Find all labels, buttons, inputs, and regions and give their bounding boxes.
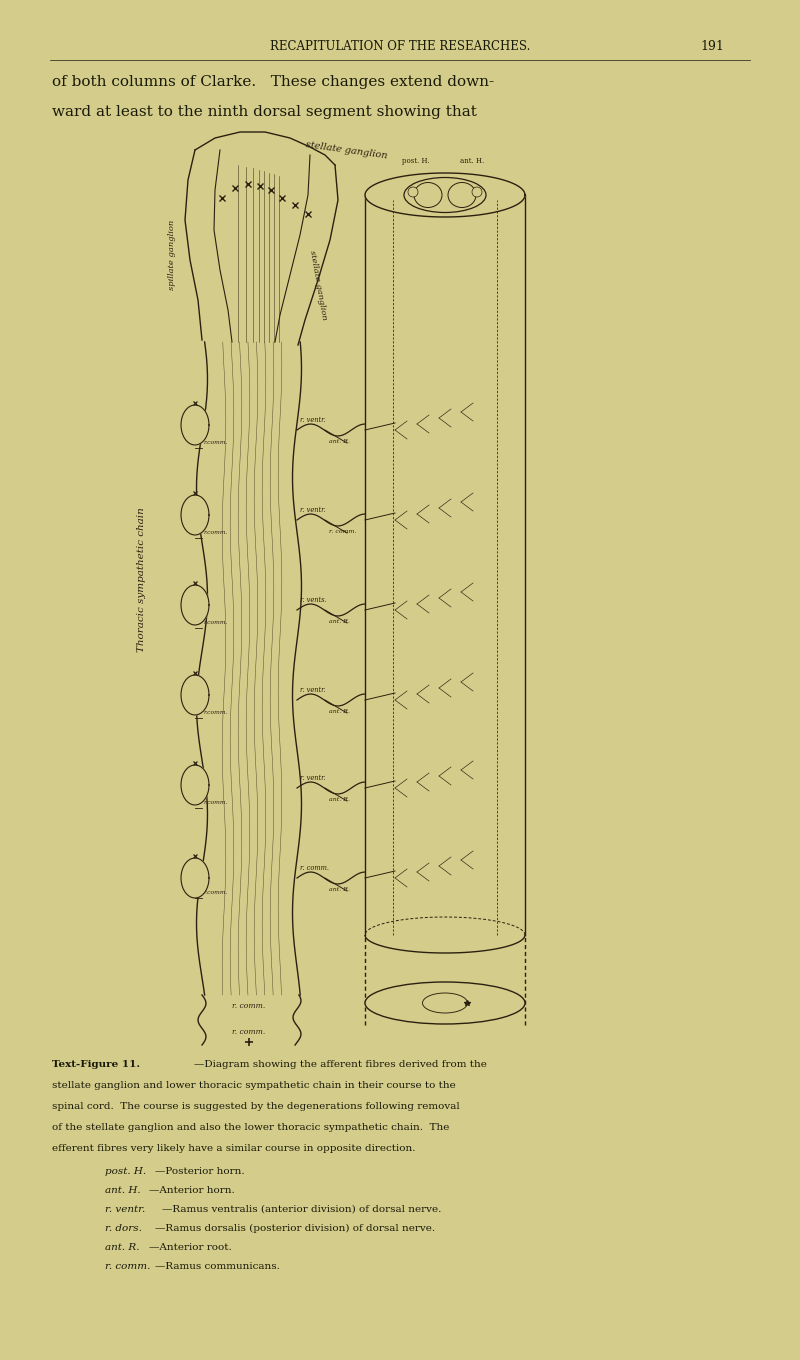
Text: RECAPITULATION OF THE RESEARCHES.: RECAPITULATION OF THE RESEARCHES.: [270, 39, 530, 53]
Ellipse shape: [422, 993, 467, 1013]
Polygon shape: [181, 858, 209, 898]
Text: —Ramus dorsalis (posterior division) of dorsal nerve.: —Ramus dorsalis (posterior division) of …: [155, 1224, 435, 1234]
Ellipse shape: [414, 182, 442, 208]
Text: —Posterior horn.: —Posterior horn.: [155, 1167, 245, 1176]
Polygon shape: [181, 675, 209, 715]
Text: r. comm.: r. comm.: [105, 1262, 150, 1272]
Text: ward at least to the ninth dorsal segment showing that: ward at least to the ninth dorsal segmen…: [52, 105, 477, 120]
Text: ant. R.: ant. R.: [329, 709, 350, 714]
Text: r. ventr.: r. ventr.: [300, 506, 326, 514]
Text: of both columns of Clarke.   These changes extend down-: of both columns of Clarke. These changes…: [52, 75, 494, 88]
Text: stellate ganglion: stellate ganglion: [308, 249, 328, 321]
Text: ant. H.: ant. H.: [105, 1186, 141, 1195]
Text: —Ramus ventralis (anterior division) of dorsal nerve.: —Ramus ventralis (anterior division) of …: [162, 1205, 441, 1214]
Text: ant. R.: ant. R.: [105, 1243, 139, 1253]
Text: ant. R.: ant. R.: [329, 439, 350, 443]
Polygon shape: [181, 495, 209, 534]
Text: r.comm.: r.comm.: [204, 620, 229, 626]
Text: r.comm.: r.comm.: [204, 710, 229, 715]
Text: r. comm.: r. comm.: [232, 1002, 266, 1010]
Ellipse shape: [404, 178, 486, 212]
Text: ant. R.: ant. R.: [329, 887, 350, 892]
Text: r. comm.: r. comm.: [329, 529, 356, 534]
Text: r. vents.: r. vents.: [300, 596, 326, 604]
Text: r.comm.: r.comm.: [204, 889, 229, 895]
Text: ant. R.: ant. R.: [329, 619, 350, 624]
Text: spillate ganglion: spillate ganglion: [168, 220, 176, 290]
Text: post. H.: post. H.: [105, 1167, 146, 1176]
Text: stellate ganglion: stellate ganglion: [305, 140, 388, 160]
Text: r. dors.: r. dors.: [105, 1224, 142, 1234]
Polygon shape: [181, 585, 209, 626]
Text: r. comm.: r. comm.: [232, 1028, 266, 1036]
Text: stellate ganglion and lower thoracic sympathetic chain in their course to the: stellate ganglion and lower thoracic sym…: [52, 1081, 456, 1089]
Text: ant. H.: ant. H.: [460, 156, 484, 165]
Text: r. ventr.: r. ventr.: [300, 416, 326, 424]
Text: r.comm.: r.comm.: [204, 800, 229, 805]
Text: r. ventr.: r. ventr.: [300, 685, 326, 694]
Text: r. comm.: r. comm.: [300, 864, 329, 872]
Text: ant. R.: ant. R.: [329, 797, 350, 802]
Text: of the stellate ganglion and also the lower thoracic sympathetic chain.  The: of the stellate ganglion and also the lo…: [52, 1123, 450, 1132]
Text: r.comm.: r.comm.: [204, 530, 229, 534]
Text: Text-Figure 11.: Text-Figure 11.: [52, 1059, 140, 1069]
Text: efferent fibres very likely have a similar course in opposite direction.: efferent fibres very likely have a simil…: [52, 1144, 415, 1153]
Polygon shape: [181, 766, 209, 805]
Text: —Anterior horn.: —Anterior horn.: [149, 1186, 235, 1195]
Ellipse shape: [448, 182, 476, 208]
Ellipse shape: [365, 982, 525, 1024]
Text: —Anterior root.: —Anterior root.: [149, 1243, 232, 1253]
Text: —Diagram showing the afferent fibres derived from the: —Diagram showing the afferent fibres der…: [194, 1059, 487, 1069]
Text: 191: 191: [700, 39, 724, 53]
Text: —Ramus communicans.: —Ramus communicans.: [155, 1262, 280, 1272]
Text: r.comm.: r.comm.: [204, 441, 229, 445]
Text: spinal cord.  The course is suggested by the degenerations following removal: spinal cord. The course is suggested by …: [52, 1102, 460, 1111]
Polygon shape: [181, 405, 209, 445]
Ellipse shape: [472, 188, 482, 197]
Text: Thoracic sympathetic chain: Thoracic sympathetic chain: [138, 507, 146, 653]
Text: post. H.: post. H.: [402, 156, 430, 165]
Polygon shape: [365, 173, 525, 218]
Ellipse shape: [408, 188, 418, 197]
Text: r. ventr.: r. ventr.: [105, 1205, 146, 1214]
Text: r. ventr.: r. ventr.: [300, 774, 326, 782]
